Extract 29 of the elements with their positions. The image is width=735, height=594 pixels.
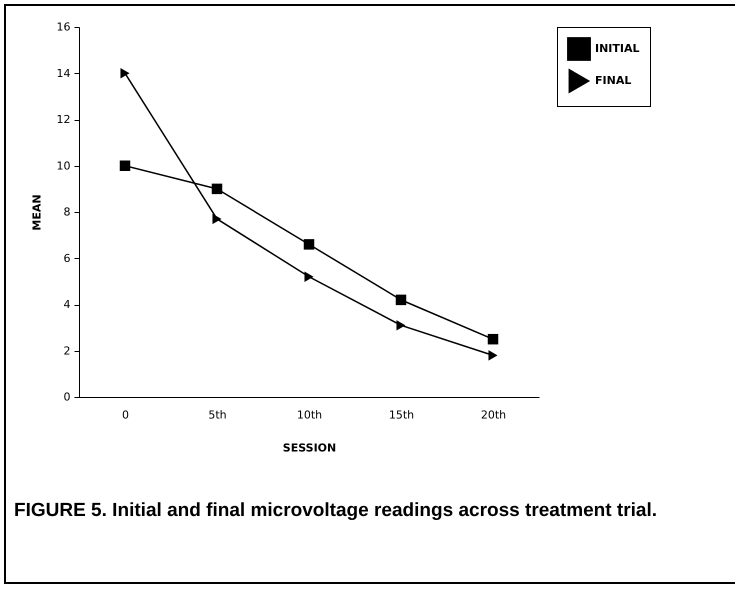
point	[212, 214, 222, 224]
y-tick-label: 6	[64, 252, 70, 265]
y-tick-label: 16	[56, 20, 70, 34]
point	[304, 239, 314, 250]
point	[396, 294, 406, 306]
point	[396, 320, 406, 331]
y-axis-title: MEAN	[30, 194, 44, 231]
y-tick-label: 8	[64, 206, 70, 218]
point	[304, 272, 314, 282]
x-axis-title: SESSION	[282, 442, 336, 454]
y-tick-label: 14	[56, 66, 70, 80]
point	[120, 160, 130, 171]
y-tick-label: 0	[64, 390, 70, 404]
point	[212, 184, 222, 194]
x-tick-label: 10th	[296, 408, 322, 422]
x-tick-label: 5th	[208, 408, 227, 422]
point	[120, 68, 130, 78]
y-tick-label: 4	[64, 298, 70, 311]
caption: FIGURE 5. Initial and final microvoltage readings across treatment trial.	[14, 499, 658, 523]
x-tick-label: 20th	[480, 408, 506, 422]
legend-label: FINAL	[595, 74, 632, 87]
x-tick-label: 0	[122, 408, 129, 422]
x-tick-label: 15th	[388, 408, 414, 422]
y-tick-label: 2	[64, 344, 70, 358]
point	[488, 334, 498, 344]
y-tick-label: 10	[56, 159, 70, 172]
legend-label: INITIAL	[595, 42, 640, 55]
y-tick-label: 12	[56, 113, 70, 126]
point	[488, 350, 498, 361]
